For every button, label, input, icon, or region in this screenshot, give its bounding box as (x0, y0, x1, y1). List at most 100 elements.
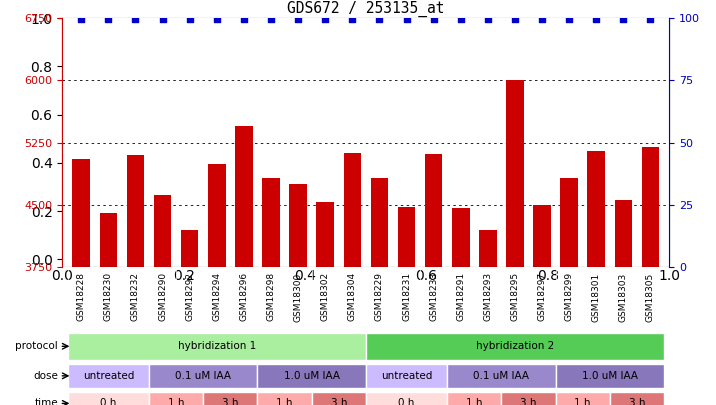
Text: GSM18300: GSM18300 (294, 272, 303, 322)
Bar (258, 392, 311, 405)
Bar (587, 151, 605, 267)
Text: GSM18229: GSM18229 (375, 272, 384, 321)
Text: GSM18291: GSM18291 (456, 272, 465, 322)
Bar (203, 392, 258, 405)
Point (374, 16, 385, 23)
Text: GSM18228: GSM18228 (77, 272, 86, 321)
Text: 0 h: 0 h (398, 399, 415, 405)
Bar (149, 392, 203, 405)
Text: protocol: protocol (15, 341, 58, 351)
Point (482, 16, 493, 23)
Bar (149, 364, 258, 388)
Bar (614, 200, 632, 267)
Bar (452, 208, 470, 267)
Text: 3 h: 3 h (521, 399, 537, 405)
Text: time: time (34, 399, 58, 405)
Text: dose: dose (33, 371, 58, 381)
Text: GSM18305: GSM18305 (646, 272, 655, 322)
Text: GSM18290: GSM18290 (158, 272, 167, 322)
Text: GSM18233: GSM18233 (429, 272, 438, 322)
Point (238, 16, 250, 23)
Bar (127, 155, 145, 267)
Bar (448, 364, 556, 388)
Point (563, 16, 575, 23)
Text: 1 h: 1 h (168, 399, 185, 405)
Bar (366, 392, 448, 405)
Bar (642, 147, 659, 267)
Text: 1 h: 1 h (466, 399, 483, 405)
Point (102, 16, 114, 23)
Text: 3 h: 3 h (222, 399, 238, 405)
Point (618, 16, 629, 23)
Text: GSM18231: GSM18231 (402, 272, 411, 322)
Bar (610, 392, 664, 405)
Text: GSM18293: GSM18293 (483, 272, 493, 322)
Bar (366, 364, 448, 388)
Bar (208, 164, 226, 267)
Bar (311, 392, 366, 405)
Text: GSM18295: GSM18295 (511, 272, 519, 322)
Text: GSM18292: GSM18292 (185, 272, 194, 321)
Point (265, 16, 276, 23)
Text: 0.1 uM IAA: 0.1 uM IAA (473, 371, 529, 381)
Bar (366, 333, 664, 360)
Bar (448, 392, 501, 405)
Text: untreated: untreated (381, 371, 432, 381)
Bar (154, 195, 171, 267)
Bar (344, 153, 361, 267)
Point (401, 16, 412, 23)
Text: GSM18303: GSM18303 (619, 272, 628, 322)
Point (509, 16, 521, 23)
Bar (181, 230, 198, 267)
Text: 0.1 uM IAA: 0.1 uM IAA (175, 371, 231, 381)
Text: 1.0 uM IAA: 1.0 uM IAA (582, 371, 638, 381)
Text: 0 h: 0 h (100, 399, 117, 405)
Point (130, 16, 141, 23)
Point (292, 16, 304, 23)
Point (319, 16, 331, 23)
Point (455, 16, 467, 23)
Text: 1 h: 1 h (574, 399, 591, 405)
Point (75, 16, 87, 23)
Bar (425, 153, 442, 267)
Bar (556, 364, 664, 388)
Bar (100, 213, 117, 267)
Point (211, 16, 223, 23)
Text: GSM18299: GSM18299 (565, 272, 574, 322)
Bar (262, 179, 280, 267)
Bar (316, 202, 334, 267)
Bar (501, 392, 556, 405)
Bar (68, 364, 149, 388)
Text: GSM18296: GSM18296 (239, 272, 248, 322)
Text: GSM18297: GSM18297 (538, 272, 546, 322)
Bar (561, 179, 578, 267)
Point (536, 16, 548, 23)
Bar (371, 179, 388, 267)
Text: GSM18294: GSM18294 (213, 272, 221, 321)
Bar (397, 207, 415, 267)
Text: GSM18232: GSM18232 (131, 272, 140, 321)
Bar (68, 392, 149, 405)
Point (157, 16, 168, 23)
Bar (479, 230, 497, 267)
Bar (533, 205, 551, 267)
Bar (258, 364, 366, 388)
Text: untreated: untreated (82, 371, 134, 381)
Bar (68, 333, 366, 360)
Text: hybridization 2: hybridization 2 (476, 341, 554, 351)
Bar (556, 392, 610, 405)
Text: 1.0 uM IAA: 1.0 uM IAA (284, 371, 339, 381)
Text: 1 h: 1 h (276, 399, 293, 405)
Point (591, 16, 602, 23)
Point (347, 16, 358, 23)
Bar (506, 81, 524, 267)
Bar (235, 126, 253, 267)
Point (428, 16, 440, 23)
Point (184, 16, 195, 23)
Text: 3 h: 3 h (331, 399, 347, 405)
Text: GSM18298: GSM18298 (266, 272, 276, 322)
Bar (72, 159, 90, 267)
Point (644, 16, 656, 23)
Text: 3 h: 3 h (629, 399, 645, 405)
Text: hybridization 1: hybridization 1 (178, 341, 256, 351)
